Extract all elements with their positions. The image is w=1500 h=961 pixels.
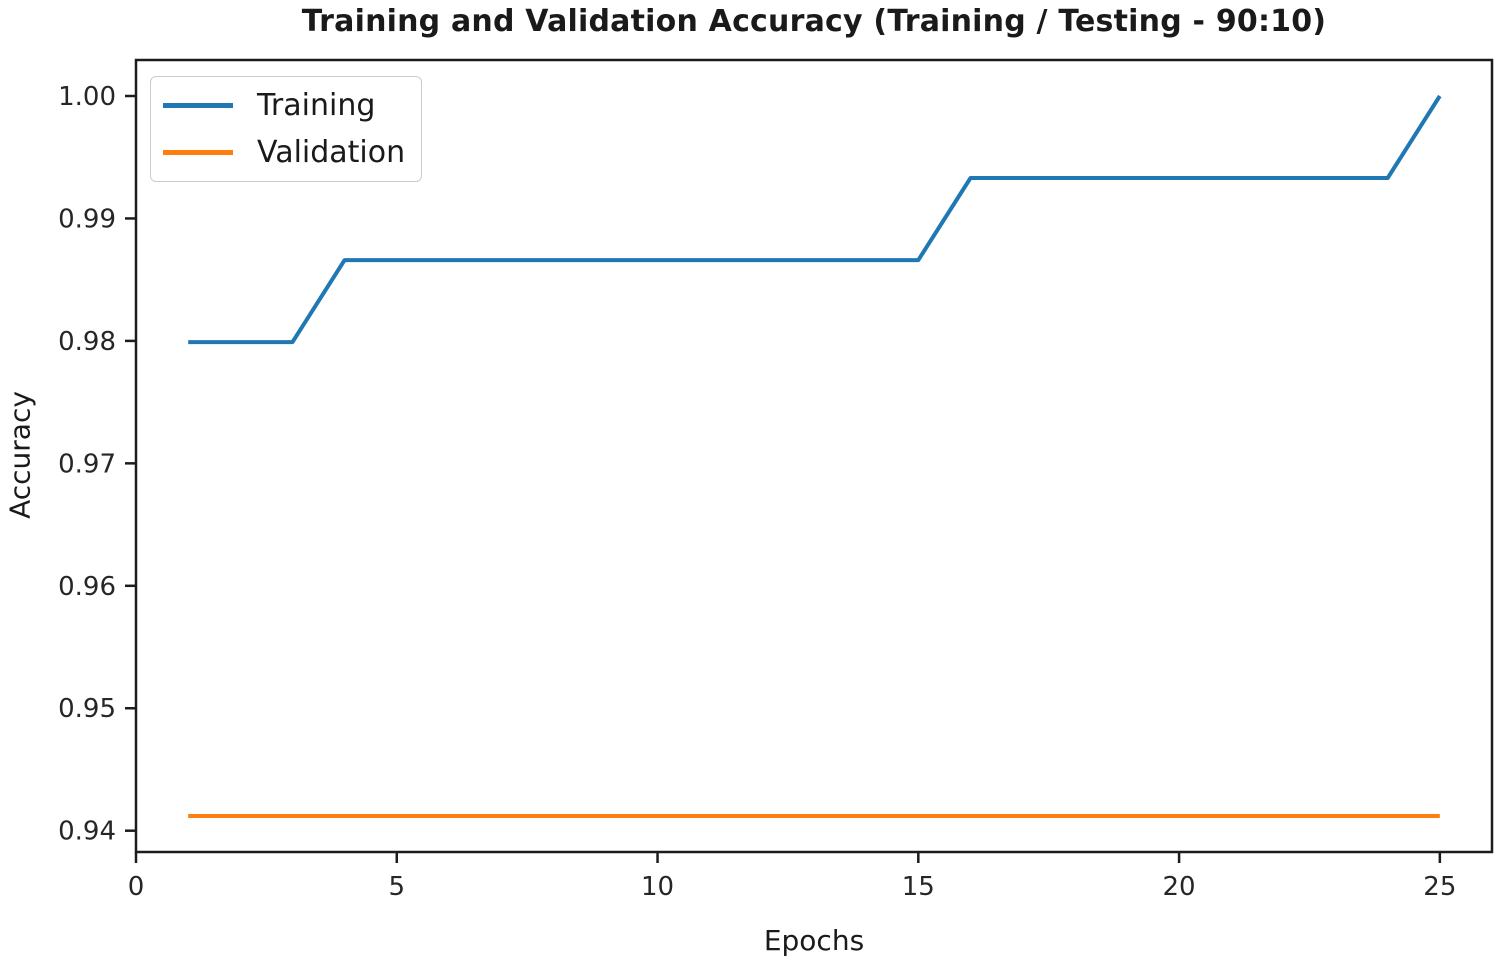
legend: Training Validation bbox=[150, 76, 423, 182]
series-line-training bbox=[188, 94, 1442, 345]
x-tick-label: 25 bbox=[1423, 872, 1456, 902]
legend-label-training: Training bbox=[257, 88, 376, 123]
x-tick-label: 0 bbox=[128, 872, 145, 902]
legend-item-validation: Validation bbox=[163, 129, 405, 176]
plot-frame bbox=[134, 58, 1494, 854]
y-tick-label: 0.96 bbox=[58, 572, 116, 602]
y-tick-label: 0.97 bbox=[58, 449, 116, 479]
x-tick-label: 20 bbox=[1163, 872, 1196, 902]
x-tick-label: 10 bbox=[641, 872, 674, 902]
y-axis-label: Accuracy bbox=[3, 391, 37, 519]
legend-label-validation: Validation bbox=[257, 135, 406, 170]
chart-title: Training and Validation Accuracy (Traini… bbox=[301, 4, 1327, 39]
validation-line-swatch bbox=[163, 150, 233, 155]
y-tick-label: 0.94 bbox=[58, 817, 116, 847]
y-tick-label: 0.95 bbox=[58, 694, 116, 724]
legend-item-training: Training bbox=[163, 82, 405, 129]
x-axis-label: Epochs bbox=[763, 924, 865, 957]
y-tick-label: 0.99 bbox=[58, 204, 116, 234]
y-tick-label: 1.00 bbox=[58, 82, 116, 112]
x-tick-label: 15 bbox=[902, 872, 935, 902]
y-tick-label: 0.98 bbox=[58, 327, 116, 357]
training-line-swatch bbox=[163, 103, 233, 108]
x-tick-label: 5 bbox=[388, 872, 405, 902]
